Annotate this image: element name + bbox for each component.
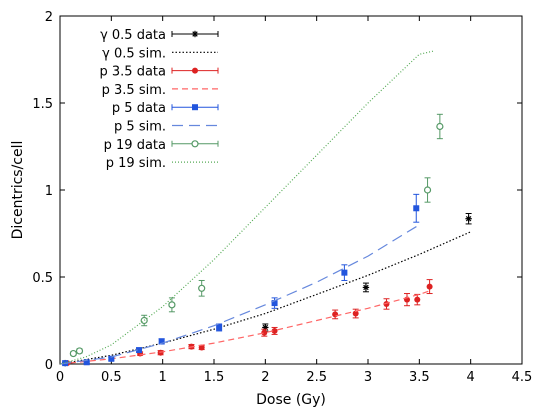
x-tick-label: 1.5 (204, 370, 225, 385)
data-point (414, 296, 421, 303)
y-tick-label: 0 (45, 358, 53, 373)
legend-marker (191, 30, 199, 38)
series-7 (59, 50, 435, 365)
y-tick-label: 1 (45, 184, 53, 199)
series-6 (69, 113, 444, 358)
data-point (436, 122, 444, 131)
legend: γ 0.5 data γ 0.5 sim. p 3.5 data p 3.5 sim.… (100, 28, 219, 171)
legend-marker (191, 140, 199, 148)
data-point (271, 327, 278, 334)
data-point (271, 300, 278, 307)
x-tick-label: 1 (159, 370, 167, 385)
legend-label: γ 0.5 sim. (102, 46, 166, 61)
x-tick-label: 3.5 (409, 370, 430, 385)
y-axis-label: Dicentrics/cell (10, 141, 26, 240)
data-point (136, 347, 143, 354)
y-tick-label: 2 (45, 10, 53, 25)
data-point (140, 316, 148, 325)
data-point (426, 283, 433, 290)
y-tick-label: 1.5 (32, 97, 53, 112)
data-point (362, 284, 370, 291)
sim-line-5 (59, 224, 420, 365)
x-tick-label: 2 (261, 370, 269, 385)
x-tick-label: 0.5 (101, 370, 122, 385)
data-point (75, 347, 84, 355)
legend-label: γ 0.5 data (100, 28, 166, 43)
data-point-stroke (363, 284, 369, 291)
data-point (158, 338, 165, 345)
data-point (332, 311, 339, 318)
data-point (198, 284, 206, 292)
legend-label: p 3.5 sim. (102, 83, 166, 98)
x-tick-label: 2.5 (306, 370, 327, 385)
data-point (69, 349, 77, 358)
data-point (261, 329, 268, 336)
series-2 (64, 279, 433, 367)
x-tick-label: 4 (467, 370, 475, 385)
axis-ticks: 0 0.5 1 1.5 2 2.5 3 3.5 4 4.5 0 0.5 1 1.5 2 (32, 10, 532, 385)
data-point (465, 215, 472, 222)
data-point-stroke (465, 215, 472, 222)
data-point (216, 324, 223, 331)
x-tick-label: 4.5 (512, 370, 533, 385)
legend-label: p 5 data (112, 101, 166, 116)
x-tick-label: 3 (364, 370, 372, 385)
legend-label: p 5 sim. (114, 120, 166, 135)
plot-area (59, 15, 523, 365)
legend-marker (192, 104, 198, 111)
data-point (423, 186, 432, 194)
legend-label: p 3.5 data (100, 65, 166, 80)
legend-label: p 19 sim. (106, 156, 166, 171)
x-tick-label: 0 (56, 370, 64, 385)
data-point (341, 269, 348, 276)
legend-marker (192, 67, 198, 74)
legend-marker-stroke (192, 31, 198, 37)
data-point (157, 349, 164, 356)
data-point (83, 359, 90, 366)
data-point (168, 301, 176, 309)
x-axis-label: Dose (Gy) (256, 392, 326, 408)
data-point (108, 355, 115, 362)
sim-line-7 (59, 50, 435, 365)
y-tick-label: 0.5 (32, 271, 53, 286)
data-point (352, 310, 359, 317)
series-1 (59, 231, 471, 365)
series-layer (59, 50, 472, 367)
legend-label: p 19 data (104, 138, 166, 153)
series-5 (59, 224, 420, 365)
sim-line-1 (59, 231, 471, 365)
data-point (413, 205, 420, 212)
